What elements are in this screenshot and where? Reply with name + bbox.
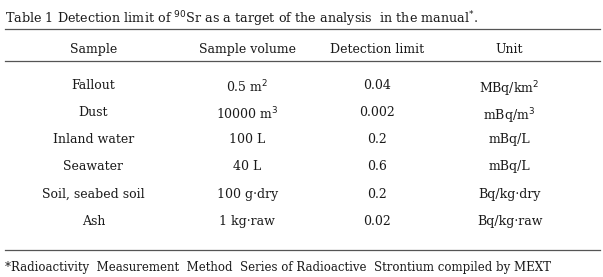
Text: mBq/L: mBq/L <box>488 133 531 146</box>
Text: mBq/m$^{3}$: mBq/m$^{3}$ <box>484 106 535 126</box>
Text: MBq/km$^{2}$: MBq/km$^{2}$ <box>479 79 540 99</box>
Text: Fallout: Fallout <box>72 79 115 92</box>
Text: Bq/kg·raw: Bq/kg·raw <box>477 215 542 228</box>
Text: 0.2: 0.2 <box>367 133 387 146</box>
Text: 0.6: 0.6 <box>367 160 387 173</box>
Text: *Radioactivity  Measurement  Method  Series of Radioactive  Strontium compiled b: *Radioactivity Measurement Method Series… <box>5 261 551 274</box>
Text: 0.5 m$^{2}$: 0.5 m$^{2}$ <box>226 79 268 96</box>
Text: Soil, seabed soil: Soil, seabed soil <box>42 188 145 201</box>
Text: 0.002: 0.002 <box>359 106 395 119</box>
Text: Sample volume: Sample volume <box>199 43 295 56</box>
Text: 0.04: 0.04 <box>363 79 391 92</box>
Text: mBq/L: mBq/L <box>488 160 531 173</box>
Text: Detection limit: Detection limit <box>330 43 424 56</box>
Text: 1 kg·raw: 1 kg·raw <box>219 215 275 228</box>
Text: 10000 m$^{3}$: 10000 m$^{3}$ <box>216 106 279 123</box>
Text: 0.02: 0.02 <box>363 215 391 228</box>
Text: 100 L: 100 L <box>229 133 265 146</box>
Text: 0.2: 0.2 <box>367 188 387 201</box>
Text: 40 L: 40 L <box>233 160 261 173</box>
Text: Sample: Sample <box>70 43 117 56</box>
Text: Bq/kg·dry: Bq/kg·dry <box>478 188 541 201</box>
Text: Seawater: Seawater <box>63 160 124 173</box>
Text: Table 1 Detection limit of $^{90}$Sr as a target of the analysis  in the manual$: Table 1 Detection limit of $^{90}$Sr as … <box>5 10 478 29</box>
Text: Inland water: Inland water <box>53 133 134 146</box>
Text: 100 g·dry: 100 g·dry <box>216 188 278 201</box>
Text: Dust: Dust <box>79 106 108 119</box>
Text: Unit: Unit <box>496 43 523 56</box>
Text: Ash: Ash <box>82 215 105 228</box>
